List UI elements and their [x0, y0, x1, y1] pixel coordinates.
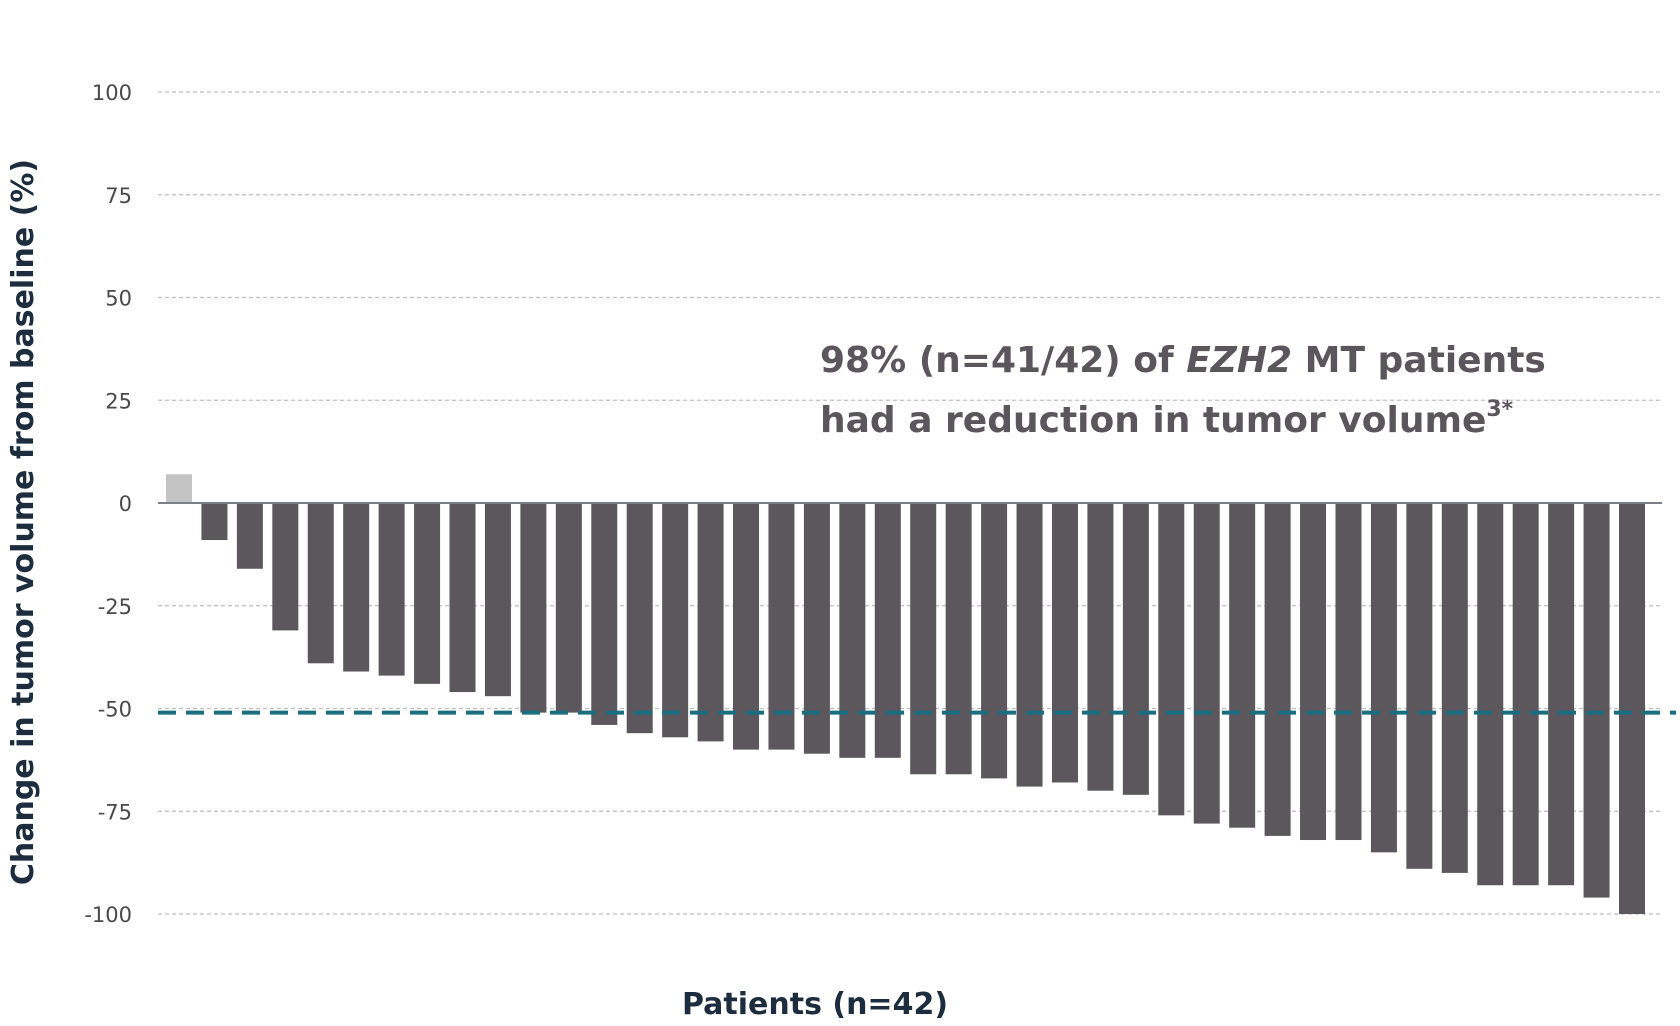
patient-bar [1264, 503, 1291, 836]
annotation-line-2: had a reduction in tumor volume3* [820, 397, 1514, 441]
y-tick-label: -75 [98, 800, 132, 824]
patient-bar [414, 503, 441, 684]
y-tick-label: -50 [98, 698, 132, 722]
patient-bar [945, 503, 972, 775]
patient-bar [1619, 503, 1645, 914]
patient-bar [520, 503, 547, 713]
patient-bar [662, 503, 689, 738]
y-axis-ticks: 100 75 50 25 0 -25 -50 -75 -100 [84, 81, 132, 927]
x-axis-title: Patients (n=42) [682, 987, 948, 1022]
patient-bar [839, 503, 866, 758]
y-tick-label: 100 [92, 81, 132, 105]
patient-bar [555, 503, 582, 713]
patient-bar [201, 503, 228, 540]
patient-bar [591, 503, 618, 725]
patient-bar [1193, 503, 1220, 824]
patient-bar [733, 503, 760, 750]
patient-bar [1300, 503, 1327, 841]
annotation-line-2-text: had a reduction in tumor volume [820, 400, 1486, 441]
patient-bar [236, 503, 263, 569]
patient-bar [1051, 503, 1078, 783]
bars [166, 474, 1645, 914]
annotation-gene-name: EZH2 [1186, 340, 1292, 381]
y-tick-label: -25 [98, 595, 132, 619]
patient-bar [343, 503, 370, 672]
patient-bar [1158, 503, 1185, 816]
annotation-superscript: 3* [1486, 397, 1513, 422]
patient-bar [1335, 503, 1362, 841]
patient-bar [803, 503, 830, 754]
patient-bar [910, 503, 937, 775]
patient-bar [1229, 503, 1256, 828]
y-tick-label: 25 [105, 389, 132, 413]
patient-bar [1087, 503, 1114, 791]
y-tick-label: 75 [105, 184, 132, 208]
patient-bar [484, 503, 511, 697]
patient-bar [1122, 503, 1149, 795]
annotation-line-1: 98% (n=41/42) of EZH2 MT patients [820, 340, 1546, 381]
patient-bar [1406, 503, 1433, 869]
patient-bar [874, 503, 901, 758]
y-axis-title: Change in tumor volume from baseline (%) [6, 159, 41, 885]
y-tick-label: 50 [105, 287, 132, 311]
patient-bar [1583, 503, 1610, 898]
patient-bar [1512, 503, 1539, 886]
annotation-line-1-suffix: MT patients [1292, 340, 1546, 381]
patient-bar [981, 503, 1008, 779]
patient-bar [697, 503, 724, 742]
patient-bar [1370, 503, 1397, 853]
patient-bar [1441, 503, 1468, 873]
patient-bar [307, 503, 334, 664]
annotation-line-1-prefix: 98% (n=41/42) of [820, 340, 1186, 381]
patient-bar [626, 503, 653, 734]
patient-bar [1477, 503, 1504, 886]
patient-bar [1548, 503, 1575, 886]
y-tick-label: -100 [84, 903, 132, 927]
patient-bar [1016, 503, 1043, 787]
patient-bar [378, 503, 405, 676]
y-tick-label: 0 [119, 492, 132, 516]
patient-bar [166, 474, 192, 503]
patient-bar [768, 503, 795, 750]
patient-bar [449, 503, 476, 693]
patient-bar [272, 503, 299, 631]
